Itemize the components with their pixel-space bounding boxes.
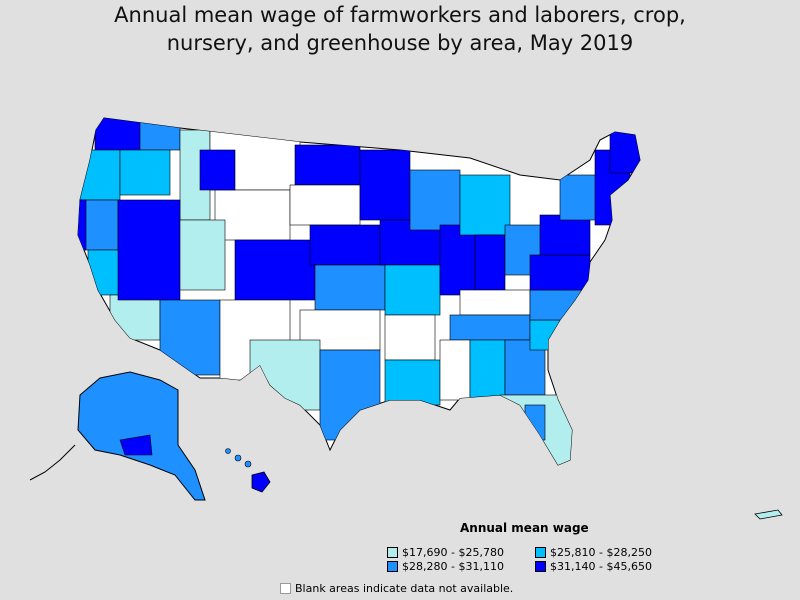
region-sd [289, 184, 361, 226]
region-tx-west [249, 339, 321, 411]
region-nd [294, 144, 361, 186]
region-sc [529, 319, 571, 351]
region-co [234, 239, 316, 301]
alaska [77, 371, 206, 501]
region-nv [117, 199, 181, 301]
region-ar [384, 314, 436, 361]
legend-swatch-1 [387, 547, 398, 558]
map-title: Annual mean wage of farmworkers and labo… [0, 0, 800, 57]
region-ca-coast [78, 199, 87, 251]
legend-item-4: $31,140 - $45,650 [535, 560, 652, 573]
legend-label-4: $31,140 - $45,650 [550, 560, 652, 573]
region-az [159, 299, 221, 376]
blank-swatch [280, 583, 291, 594]
legend-item-2: $25,810 - $28,250 [535, 546, 652, 559]
region-ut [179, 219, 226, 291]
region-la [384, 359, 441, 406]
map-title-line1: Annual mean wage of farmworkers and labo… [114, 3, 686, 27]
legend-title: Annual mean wage [460, 521, 589, 535]
region-va [529, 254, 591, 291]
legend-swatch-2 [535, 547, 546, 558]
legend-swatch-3 [387, 561, 398, 572]
legend-label-3: $28,280 - $31,110 [402, 560, 504, 573]
hawaii [225, 448, 271, 493]
region-mn [359, 149, 411, 221]
region-wy [214, 189, 291, 241]
region-fl-west [524, 404, 546, 441]
region-mt-east [199, 149, 236, 191]
region-ne [309, 224, 381, 266]
region-ks [314, 264, 386, 311]
region-tx-east [319, 349, 381, 441]
region-or-east [119, 149, 171, 196]
alaska-aleutians [29, 444, 76, 481]
legend-label-2: $25,810 - $28,250 [550, 546, 652, 559]
region-ca-south [109, 294, 161, 341]
region-al [469, 339, 506, 401]
puerto-rico [754, 509, 783, 520]
region-mi [459, 174, 511, 236]
blank-note-text: Blank areas indicate data not available. [295, 582, 514, 595]
region-wa-west [94, 118, 141, 151]
region-me [609, 127, 640, 174]
region-tn [449, 314, 531, 341]
region-il [439, 224, 476, 296]
region-nc [529, 289, 591, 321]
region-wa-east [139, 118, 181, 151]
region-ms [439, 339, 471, 401]
alaska-south-region [119, 434, 153, 456]
map-title-line2: nursery, and greenhouse by area, May 201… [166, 31, 634, 55]
region-mo [384, 264, 441, 316]
blank-areas-note: Blank areas indicate data not available. [280, 582, 513, 595]
region-in [474, 234, 506, 291]
region-ky [459, 289, 531, 316]
region-wi [409, 169, 461, 231]
legend-item-3: $28,280 - $31,110 [387, 560, 504, 573]
legend-item-1: $17,690 - $25,780 [387, 546, 504, 559]
legend-label-1: $17,690 - $25,780 [402, 546, 504, 559]
region-pa [539, 214, 591, 256]
legend-swatch-4 [535, 561, 546, 572]
